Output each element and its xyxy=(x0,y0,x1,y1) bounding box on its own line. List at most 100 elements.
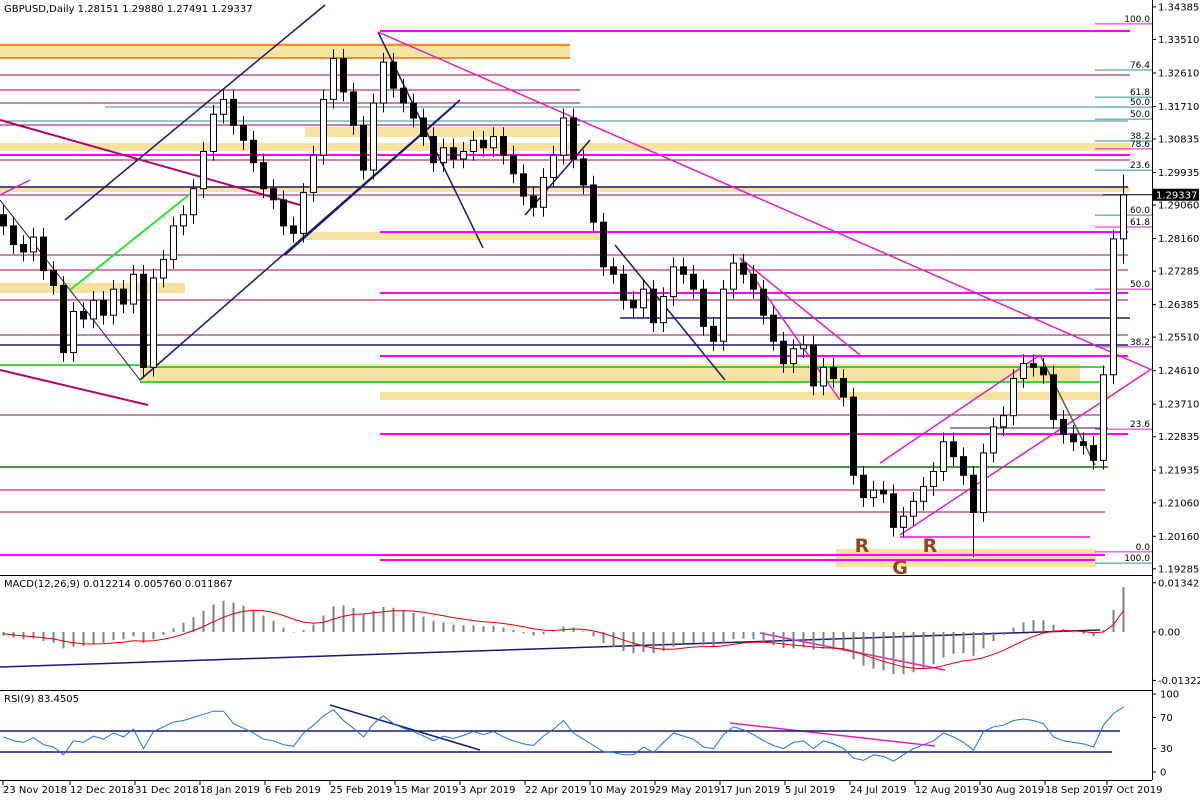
y-tick-label: 1.27285 xyxy=(1158,267,1199,278)
macd-bar xyxy=(152,631,155,640)
candle-body xyxy=(760,288,767,316)
candle-body xyxy=(40,236,47,272)
highlight-band xyxy=(300,232,600,240)
macd-bar xyxy=(262,615,265,632)
x-tick-label: 17 Jun 2019 xyxy=(720,785,780,796)
candle-body xyxy=(680,266,687,275)
macd-bar xyxy=(1092,631,1095,637)
candle-body xyxy=(1120,194,1127,240)
macd-bar xyxy=(182,622,185,632)
candle-body xyxy=(940,441,947,473)
candle-body xyxy=(350,91,357,126)
macd-bar xyxy=(862,631,865,666)
macd-bar xyxy=(32,631,35,639)
fib-label: 50.0 xyxy=(1130,280,1150,290)
macd-bar xyxy=(552,631,555,632)
candle-body xyxy=(180,214,187,227)
candle-body xyxy=(1090,444,1097,461)
macd-bar xyxy=(352,608,355,632)
macd-bar xyxy=(442,622,445,632)
macd-bar xyxy=(132,631,135,637)
macd-bar xyxy=(392,607,395,632)
y-tick-label: 1.21060 xyxy=(1158,498,1199,509)
macd-bar xyxy=(632,631,635,654)
macd-bar xyxy=(902,631,905,675)
candle-body xyxy=(720,288,727,342)
candle-body xyxy=(730,262,737,290)
candle-body xyxy=(920,485,927,502)
candle-body xyxy=(150,277,157,368)
candle-body xyxy=(1040,366,1047,376)
macd-bar xyxy=(812,631,815,650)
macd-bar xyxy=(462,625,465,632)
candle-body xyxy=(260,162,267,190)
macd-bar xyxy=(192,617,195,632)
candle-body xyxy=(630,299,637,309)
candle-body xyxy=(370,102,377,171)
macd-bar xyxy=(1042,620,1045,632)
candle-body xyxy=(860,474,867,499)
x-tick-label: 18 Jan 2019 xyxy=(200,785,260,796)
candle-body xyxy=(1020,363,1027,379)
macd-bar xyxy=(312,624,315,632)
candle-body xyxy=(1100,374,1107,461)
candle-body xyxy=(710,325,717,342)
candle-body xyxy=(50,270,57,286)
x-tick-label: 25 Feb 2019 xyxy=(330,785,392,796)
candle-body xyxy=(10,225,17,246)
y-tick-label: 0 xyxy=(1160,767,1166,778)
macd-bar xyxy=(622,631,625,651)
candle-body xyxy=(270,188,277,201)
candle-body xyxy=(0,214,7,227)
macd-bar xyxy=(822,631,825,649)
candle-body xyxy=(490,136,497,149)
candle-body xyxy=(400,87,407,104)
y-tick-label: 1.33510 xyxy=(1158,35,1199,46)
macd-bar xyxy=(852,631,855,660)
x-tick-label: 15 Mar 2019 xyxy=(395,785,458,796)
candle-body xyxy=(560,117,567,156)
y-tick-label: 1.34385 xyxy=(1158,2,1199,13)
macd-bar xyxy=(602,631,605,643)
macd-bar xyxy=(592,631,595,637)
chart-title: GBPUSD,Daily 1.28151 1.29880 1.27491 1.2… xyxy=(4,4,253,15)
candle-body xyxy=(340,57,347,93)
rsi-title: RSI(9) 83.4505 xyxy=(4,694,79,705)
macd-bar xyxy=(222,600,225,632)
candle-body xyxy=(870,489,877,499)
drawing-line xyxy=(1039,354,1096,466)
candle-body xyxy=(620,273,627,301)
macd-bar xyxy=(522,631,525,634)
macd-bar xyxy=(662,631,665,651)
candle-body xyxy=(440,147,447,164)
fib-label: 38.2 xyxy=(1130,132,1150,142)
macd-bar xyxy=(472,625,475,632)
drawing-line xyxy=(64,4,326,221)
candle-body xyxy=(380,61,387,104)
macd-bar xyxy=(242,605,245,632)
fib-label: 23.6 xyxy=(1130,161,1150,171)
fib-label: 50.0 xyxy=(1130,98,1150,108)
y-tick-label: 1.30835 xyxy=(1158,135,1199,146)
macd-bar xyxy=(732,631,735,640)
candle-body xyxy=(880,489,887,495)
macd-bar xyxy=(702,631,705,646)
macd-bar xyxy=(882,631,885,671)
candle-body xyxy=(820,366,827,387)
y-tick-label: 30 xyxy=(1160,744,1173,755)
macd-bar xyxy=(2,631,5,636)
macd-bar xyxy=(402,609,405,632)
candle-body xyxy=(980,452,987,513)
drawing-line xyxy=(739,257,861,356)
macd-bar xyxy=(162,631,165,635)
macd-bar xyxy=(1082,631,1085,635)
candle-body xyxy=(790,348,797,365)
macd-signal-line xyxy=(3,609,1124,670)
y-tick-label: 1.22835 xyxy=(1158,432,1199,443)
candle-body xyxy=(1030,363,1037,368)
macd-bar xyxy=(212,604,215,632)
highlight-band xyxy=(0,283,185,293)
candle-body xyxy=(750,273,757,290)
y-tick-label: 1.31710 xyxy=(1158,102,1199,113)
candle-body xyxy=(320,98,327,156)
